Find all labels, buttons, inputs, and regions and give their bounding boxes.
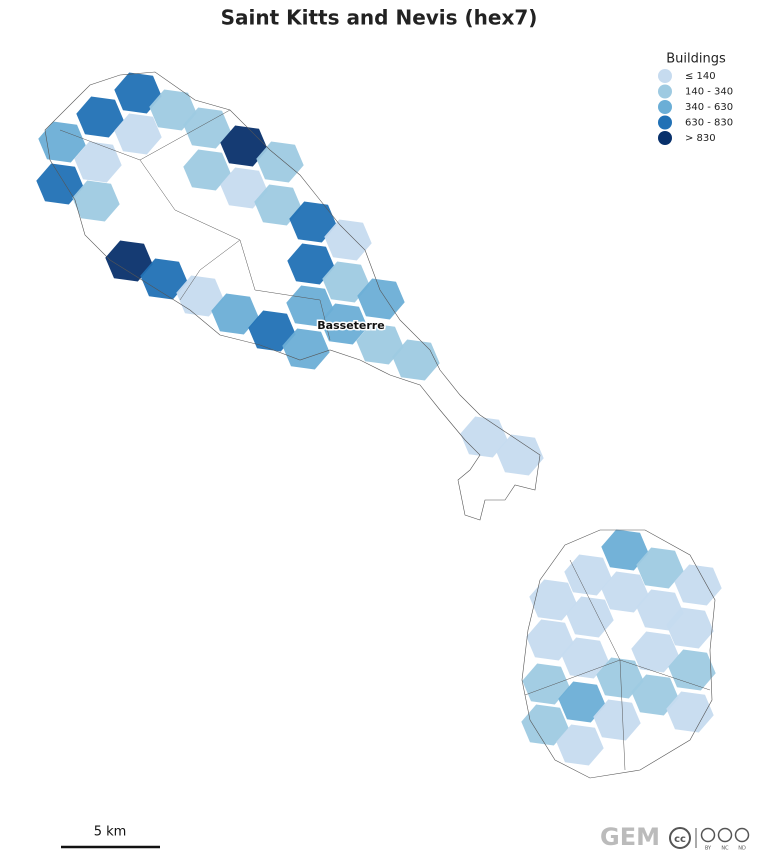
st-kitts-outline: [44, 71, 541, 521]
hex-cell: [631, 674, 679, 716]
hex-cell: [636, 547, 684, 589]
hex-cell: [183, 107, 231, 149]
legend-swatch: [658, 69, 672, 83]
hex-cell: [286, 285, 334, 327]
hex-cell: [593, 699, 641, 741]
hex-cell: [392, 339, 440, 381]
hex-cell: [105, 240, 153, 282]
hex-cell: [674, 564, 722, 606]
legend-swatch: [658, 131, 672, 145]
hex-cell: [289, 201, 337, 243]
hex-cell: [220, 167, 268, 209]
nevis-outline: [521, 529, 716, 779]
license-term: BY: [705, 846, 712, 852]
hex-cell: [496, 434, 544, 476]
hex-cell: [149, 89, 197, 131]
hex-cell: [248, 310, 296, 352]
city-label: Basseterre: [317, 319, 384, 332]
hex-cell: [601, 571, 649, 613]
hex-cell: [72, 180, 120, 222]
hex-cell: [36, 163, 84, 205]
legend-swatch: [658, 100, 672, 114]
hex-cell: [183, 149, 231, 191]
gem-logo: GEM: [600, 823, 660, 851]
hex-cell: [74, 141, 122, 183]
outlines: [44, 71, 716, 779]
cc-text: cc: [674, 834, 686, 845]
legend-swatch: [658, 115, 672, 130]
hex-cell: [564, 554, 612, 596]
scale-label: 5 km: [94, 825, 127, 840]
hex-cell: [76, 96, 124, 138]
cc-icon: [669, 827, 691, 849]
hex-cell: [521, 704, 569, 746]
license-term: NC: [721, 846, 729, 852]
legend-label: > 830: [685, 133, 716, 144]
hex-cell: [666, 607, 714, 649]
hex-cell: [556, 724, 604, 766]
hex-cell: [324, 219, 372, 261]
hex-cell: [256, 141, 304, 183]
hex-cell: [176, 275, 224, 317]
legend-label: ≤ 140: [685, 71, 716, 82]
legend-title: Buildings: [666, 52, 726, 67]
hex-cell: [211, 293, 259, 335]
hex-cell: [287, 243, 335, 285]
hex-cell: [631, 631, 679, 673]
hex-cell: [522, 663, 570, 705]
hex-cell: [526, 619, 574, 661]
map-title: Saint Kitts and Nevis (hex7): [221, 6, 538, 30]
hex-cell: [322, 261, 370, 303]
hex-layer: [36, 72, 722, 766]
license-term: ND: [738, 846, 746, 852]
hex-cell: [596, 657, 644, 699]
license-icon: [734, 827, 750, 843]
hex-cell: [601, 529, 649, 571]
hex-cell: [320, 303, 368, 345]
legend-label: 140 - 340: [685, 87, 733, 98]
hex-cell: [282, 328, 330, 370]
hex-cell: [356, 323, 404, 365]
hex-cell: [254, 184, 302, 226]
hex-cell: [529, 579, 577, 621]
hex-cell: [566, 596, 614, 638]
hex-cell: [666, 691, 714, 733]
roads: [59, 109, 711, 771]
hex-cell: [140, 258, 188, 300]
hex-cell: [38, 121, 86, 163]
license-icon: [700, 827, 716, 843]
legend-label: 340 - 630: [685, 102, 733, 113]
hex-cell: [114, 113, 162, 155]
legend: Buildings ≤ 140 140 - 340 340 - 630 630 - 8…: [658, 52, 733, 145]
license-terms: BY NC ND: [700, 827, 750, 852]
legend-swatch: [658, 84, 672, 99]
hex-cell: [558, 681, 606, 723]
hex-cell: [561, 637, 609, 679]
license-icon: [717, 827, 733, 843]
hex-cell: [114, 72, 162, 114]
legend-label: 630 - 830: [685, 118, 733, 129]
